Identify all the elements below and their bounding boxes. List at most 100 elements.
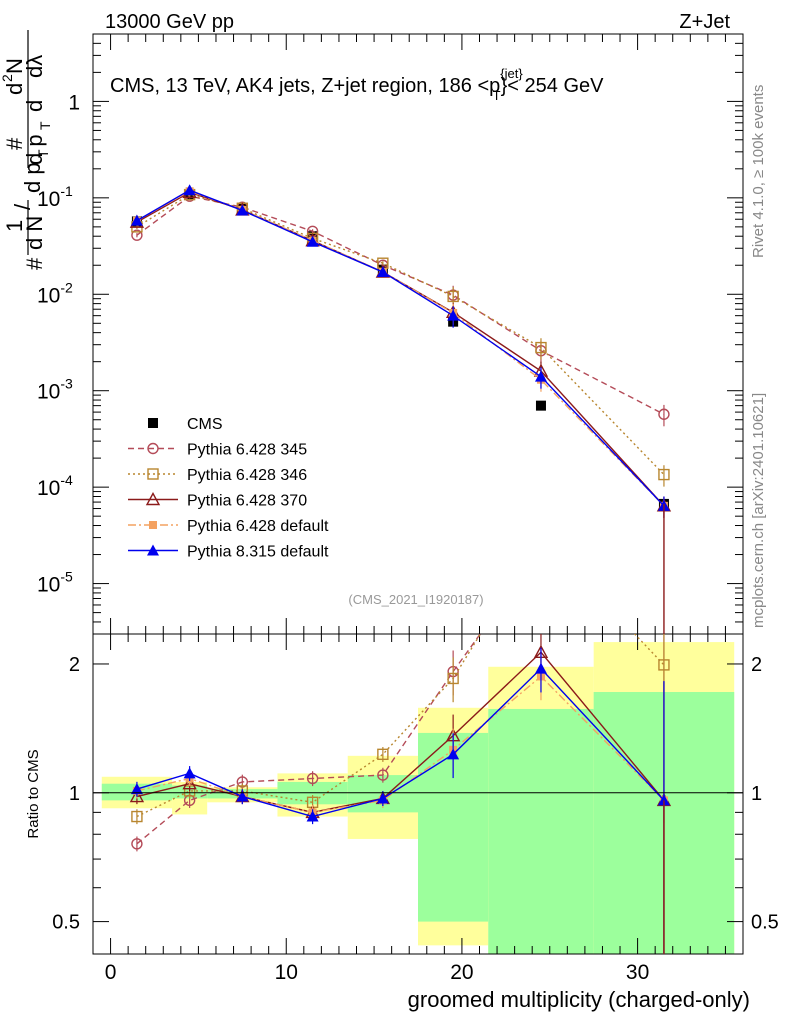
ratio-y-tick-label-left: 2: [69, 654, 80, 676]
ratio-y-tick-label-left: 1: [69, 783, 80, 805]
point-p8: [306, 235, 319, 247]
ratio-point-p346: [377, 748, 389, 761]
ratio-point-p346: [536, 530, 546, 540]
svg-text:1: 1: [2, 220, 27, 232]
point-p8: [130, 214, 143, 226]
header-left: 13000 GeV pp: [105, 11, 234, 33]
svg-text:d N: d N: [22, 216, 47, 250]
svg-text:2: 2: [0, 74, 15, 82]
main-y-tick-label: 10-3: [37, 376, 73, 404]
legend-marker-p370: [145, 492, 161, 506]
legend-label-p8: Pythia 8.315 default: [187, 544, 329, 561]
x-tick-label: 20: [450, 961, 473, 984]
legend: CMS Pythia 6.428 345 Pythia 6.428 346 Pythi…: [128, 416, 329, 561]
main-y-axis-label: # 1 d N / d p T # d 2 N d p T d dλ: [0, 30, 53, 270]
svg-text:d p: d p: [20, 162, 45, 193]
point-p8: [534, 370, 547, 382]
ratio-y-tick-label-right: 2: [751, 654, 762, 676]
ratio-point-p8: [236, 790, 249, 802]
ratio-line-p6def: [136, 675, 665, 814]
x-tick-label: 10: [275, 961, 298, 984]
point-p345: [658, 408, 670, 420]
x-axis-label: groomed multiplicity (charged-only): [408, 987, 750, 1012]
series-line-p370: [136, 191, 665, 507]
series-line-p6def: [136, 190, 665, 507]
legend-marker-cms: [148, 418, 158, 428]
main-y-tick-label: 10-5: [37, 569, 73, 597]
main-series: [129, 184, 672, 634]
svg-text:T: T: [37, 121, 53, 130]
legend-label-p6def: Pythia 6.428 default: [187, 518, 329, 535]
ratio-y-tick-label-left: 0.5: [52, 912, 80, 934]
svg-text:N: N: [2, 58, 27, 74]
legend-marker-p346: [147, 468, 159, 480]
series-line-p345: [136, 195, 665, 415]
ratio-y-axis-label: Ratio to CMS: [25, 749, 42, 838]
ratio-point-p8: [306, 810, 319, 822]
ratio-point-p345: [659, 390, 669, 400]
x-tick-label: 30: [626, 961, 649, 984]
legend-marker-p6def: [149, 521, 157, 529]
ratio-point-p346: [447, 672, 459, 685]
point-p8: [236, 204, 249, 216]
ratio-point-p8: [657, 794, 670, 806]
svg-text:#: #: [2, 137, 27, 150]
point-p8: [183, 184, 196, 196]
point-p346: [535, 341, 547, 354]
ratio-point-p8: [376, 792, 389, 804]
series-line-p8: [136, 189, 665, 507]
svg-text:T: T: [35, 149, 51, 158]
ratio-point-p370: [129, 789, 145, 803]
series-line-p346: [136, 193, 665, 476]
point-p346: [447, 290, 459, 303]
main-y-tick-label: 1: [68, 91, 80, 114]
green-band-6: [488, 708, 594, 954]
point-p8: [447, 309, 460, 321]
point-p346: [658, 468, 670, 481]
ratio-point-p345: [306, 772, 319, 785]
legend-label-cms: CMS: [187, 416, 223, 433]
point-cms: [535, 400, 546, 411]
rivet-version-text: Rivet 4.1.0, ≥ 100k events: [750, 85, 767, 258]
legend-marker-p345: [147, 442, 159, 455]
mcplots-credit-text: mcplots.cern.ch [arXiv:2401.10621]: [750, 393, 767, 628]
x-tick-label: 0: [105, 961, 117, 984]
svg-text:d: d: [22, 100, 47, 112]
ratio-point-p346: [658, 659, 670, 671]
ratio-point-p345: [377, 769, 389, 781]
header-right: Z+Jet: [679, 11, 730, 33]
legend-marker-p8: [147, 544, 159, 556]
svg-text:#: #: [22, 257, 47, 270]
legend-label-p345: Pythia 6.428 345: [187, 442, 307, 459]
point-p8: [376, 266, 389, 278]
ratio-point-p370: [182, 776, 197, 790]
ratio-y-tick-label-right: 0.5: [751, 912, 779, 934]
ratio-plot-frame: [92, 633, 744, 955]
ratio-series: [129, 390, 672, 954]
analysis-reference: (CMS_2021_I1920187): [348, 592, 483, 607]
ratio-point-p8: [534, 662, 547, 674]
ratio-line-p8: [136, 667, 665, 818]
ratio-point-p345: [131, 838, 143, 850]
main-y-tick-label: 10-1: [37, 183, 73, 211]
ratio-point-p8: [447, 748, 460, 760]
legend-label-p370: Pythia 6.428 370: [187, 493, 307, 510]
main-y-ticks: 1 10-1 10-2 10-3 10-4 10-5: [37, 33, 743, 635]
ratio-point-p345: [536, 545, 546, 555]
ratio-line-p346: [136, 634, 665, 818]
svg-text:d: d: [2, 83, 27, 95]
svg-text:dλ: dλ: [22, 55, 47, 78]
x-axis-ticks: 0 10 20 30: [92, 34, 744, 984]
main-y-tick-label: 10-2: [37, 279, 73, 307]
point-p345: [131, 229, 143, 241]
ratio-line-p370: [136, 651, 665, 814]
main-y-tick-label: 10-4: [37, 472, 73, 500]
svg-text:d p: d p: [22, 134, 47, 165]
plot-title: CMS, 13 TeV, AK4 jets, Z+jet region, 186…: [110, 66, 604, 103]
ratio-point-p8: [130, 783, 143, 795]
legend-label-p346: Pythia 6.428 346: [187, 467, 307, 484]
svg-text:/: /: [10, 203, 35, 210]
ratio-y-tick-label-right: 1: [751, 783, 762, 805]
ratio-point-p8: [183, 767, 196, 779]
